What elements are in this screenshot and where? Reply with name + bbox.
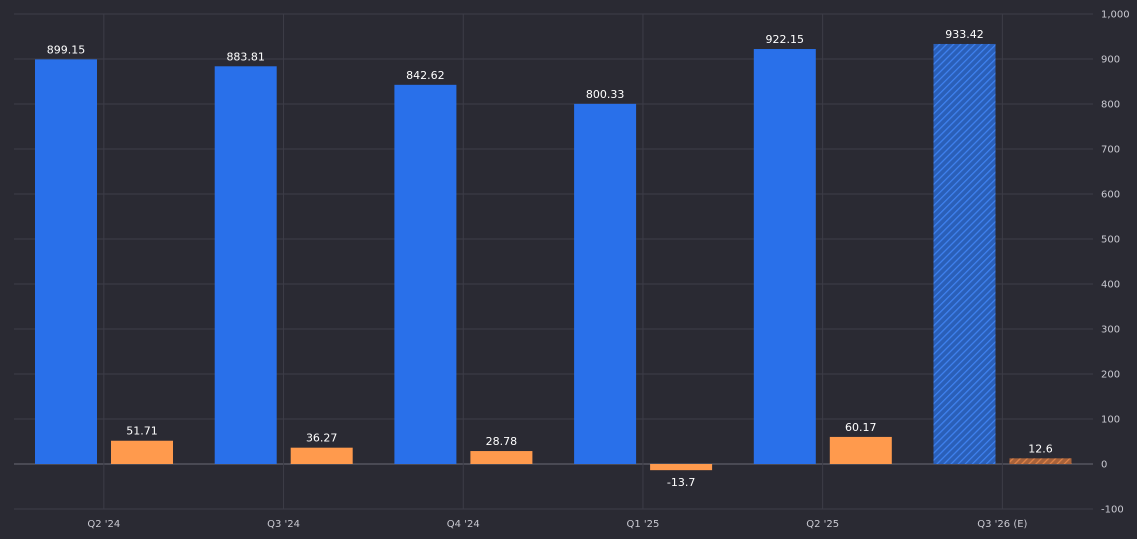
y-tick-label: 600: [1101, 190, 1120, 201]
bar-value-label: 800.33: [586, 88, 625, 101]
y-tick-label: 1,000: [1101, 10, 1130, 21]
bars: [35, 43, 1072, 471]
bar-value-label: 60.17: [845, 421, 877, 434]
gridlines: [14, 13, 1093, 510]
bar-series-2: [829, 436, 892, 464]
bar-series-2-estimate: [1009, 458, 1072, 464]
x-tick-label: Q2 '24: [87, 519, 120, 530]
bar-series-1: [214, 66, 277, 465]
bar-series-2: [650, 464, 713, 471]
bar-value-label: 933.42: [945, 28, 984, 41]
x-tick-label: Q2 '25: [806, 519, 839, 530]
bar-value-label: 883.81: [226, 50, 265, 63]
y-tick-label: -100: [1101, 505, 1124, 516]
x-axis: Q2 '24 Q3 '24 Q4 '24 Q1 '25 Q2 '25 Q3 '26 (E): [87, 519, 1027, 530]
bar-series-1: [753, 49, 816, 464]
x-tick-label: Q1 '25: [627, 519, 660, 530]
y-tick-label: 200: [1101, 370, 1120, 381]
bar-series-1: [574, 103, 637, 464]
y-tick-label: 500: [1101, 235, 1120, 246]
bar-value-label: 842.62: [406, 69, 445, 82]
y-tick-label: 100: [1101, 415, 1120, 426]
bar-value-label: 51.71: [126, 425, 158, 438]
y-tick-label: 800: [1101, 100, 1120, 111]
bar-value-label: 36.27: [306, 432, 338, 445]
data-labels: 899.15 883.81 842.62 800.33 922.15 933.42 51.7…: [47, 28, 1053, 489]
y-tick-label: 0: [1101, 460, 1107, 471]
bar-series-1: [394, 84, 457, 465]
bar-value-label: 28.78: [486, 435, 518, 448]
bar-value-label: 922.15: [766, 33, 805, 46]
y-tick-label: 900: [1101, 55, 1120, 66]
x-tick-label: Q3 '24: [267, 519, 300, 530]
bar-value-label: -13.7: [667, 476, 695, 489]
bar-series-2: [290, 447, 353, 464]
y-tick-label: 700: [1101, 145, 1120, 156]
bar-series-2: [111, 440, 173, 464]
x-tick-label: Q3 '26 (E): [977, 519, 1027, 530]
y-tick-label: 400: [1101, 280, 1120, 291]
bar-series-1: [35, 59, 97, 464]
bar-value-label: 899.15: [47, 43, 86, 56]
bar-value-label: 12.6: [1028, 442, 1053, 455]
x-tick-label: Q4 '24: [447, 519, 480, 530]
y-axis: -100 0 100 200 300 400 500 600 700 800 900 1,000: [1101, 10, 1130, 516]
bar-series-2: [470, 451, 533, 464]
bar-series-1-estimate: [933, 43, 996, 464]
y-tick-label: 300: [1101, 325, 1120, 336]
